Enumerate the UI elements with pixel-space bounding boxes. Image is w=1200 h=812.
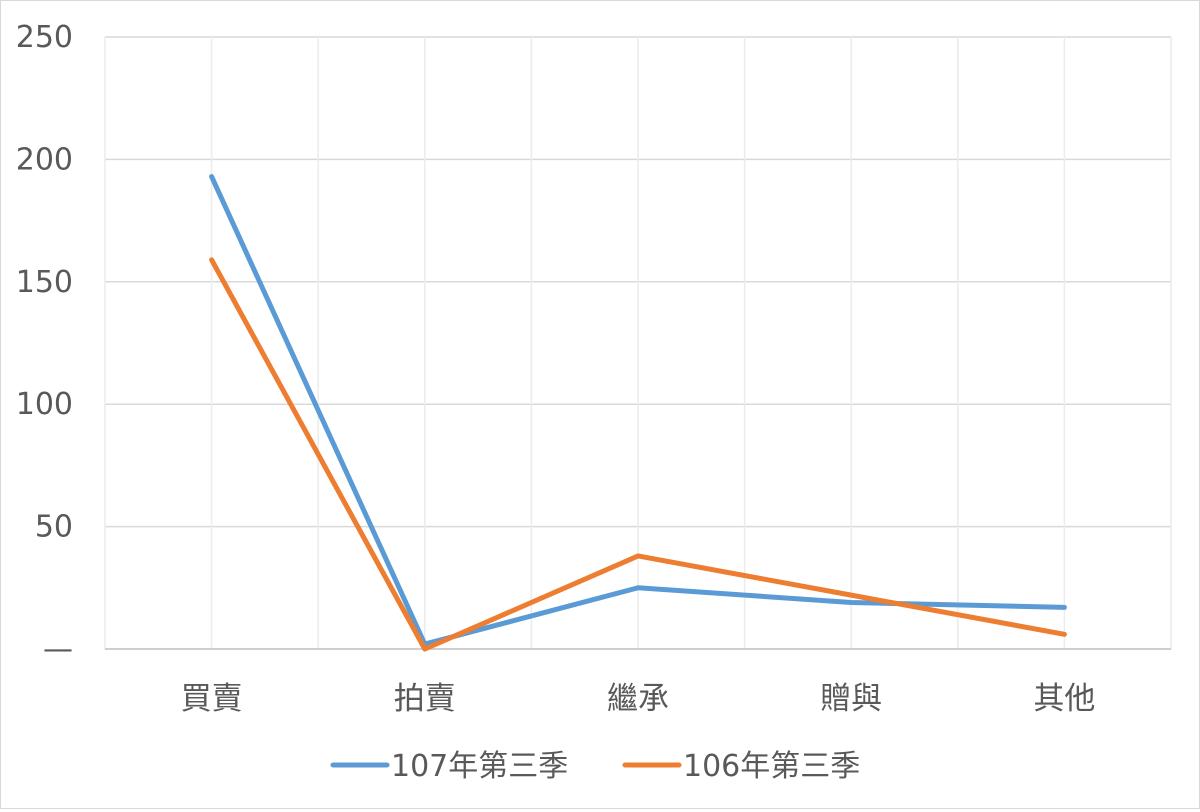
x-tick-label: 贈與 [820, 681, 882, 717]
legend-label: 107年第三季 [391, 749, 568, 784]
y-tick-label: 200 [16, 142, 73, 177]
y-tick-label: — [43, 632, 73, 667]
axes: — 50 100 150 200 250 買賣 拍賣 繼承 贈與 其他 [16, 20, 1171, 717]
series-line-1 [209, 257, 1067, 652]
y-tick-label: 100 [16, 387, 73, 422]
y-tick-label: 50 [35, 510, 73, 545]
x-tick-label: 其他 [1033, 681, 1095, 717]
series-line-0 [209, 174, 1067, 647]
x-tick-label: 買賣 [181, 681, 243, 717]
legend-label: 106年第三季 [683, 749, 860, 784]
gridlines [104, 36, 1172, 649]
y-tick-label: 250 [16, 20, 73, 55]
x-tick-label: 繼承 [607, 681, 669, 717]
series-lines [209, 174, 1067, 652]
y-tick-label: 150 [16, 265, 73, 300]
x-tick-label: 拍賣 [394, 681, 456, 717]
legend: 107年第三季 106年第三季 [330, 749, 860, 784]
